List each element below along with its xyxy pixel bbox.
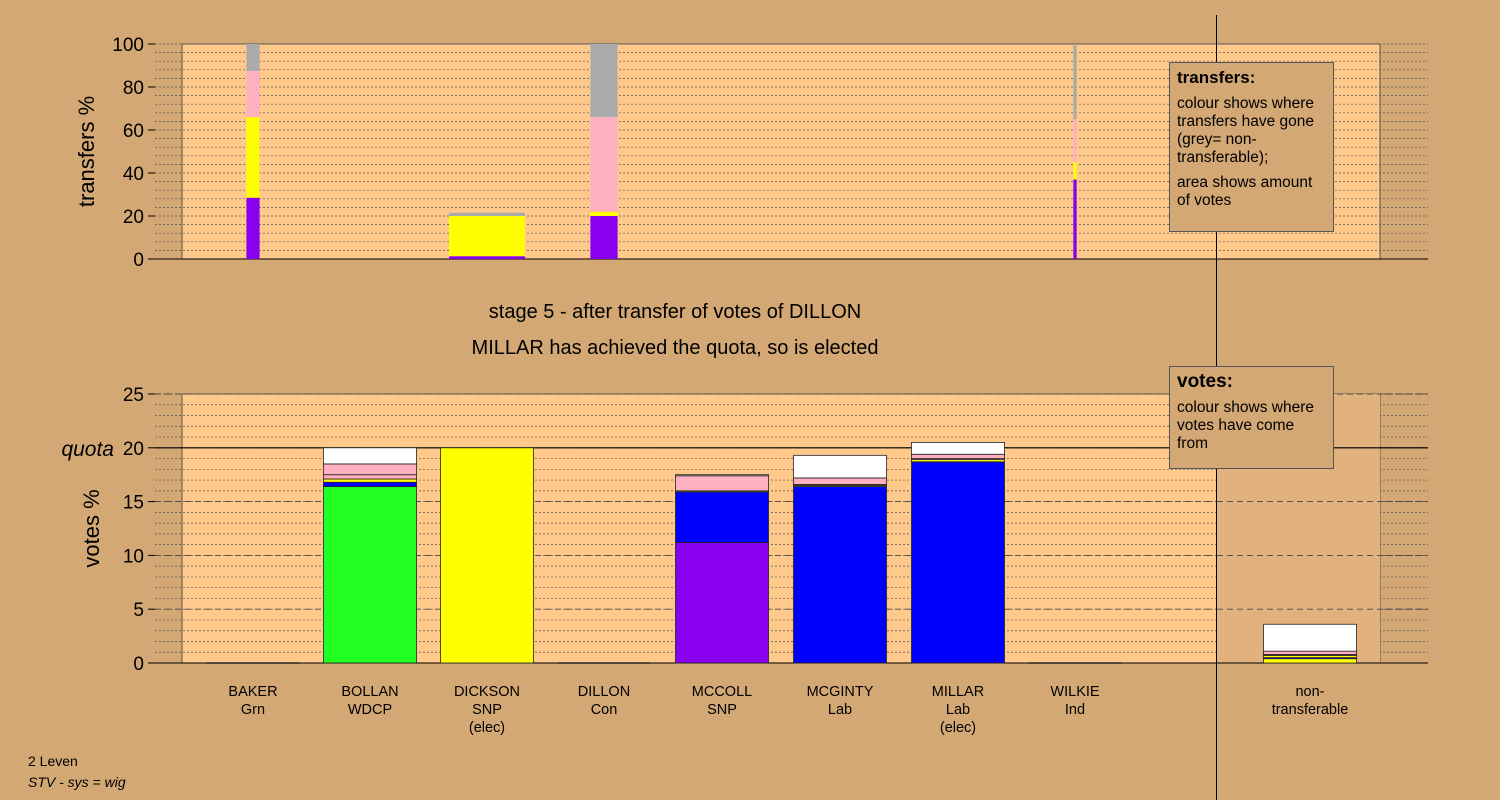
- transfer-segment-baker-nontransferable: [246, 44, 260, 71]
- vote-segment-mccoll-from-wilkie: [675, 474, 769, 477]
- x-label-party-0: Grn: [241, 702, 265, 718]
- vote-segment-mccoll-from-bollan: [675, 542, 769, 664]
- transfers-y-tick-label: 0: [133, 250, 144, 271]
- vote-segment-bollan-from-mccoll: [323, 478, 417, 483]
- x-label-name-5: MCGINTY: [807, 684, 874, 700]
- transfers-y-tick-label: 60: [123, 121, 144, 142]
- ward-label: 2 Leven: [28, 753, 78, 769]
- vote-segment-bollan-from-wilkie: [323, 447, 417, 465]
- x-label-name-3: DILLON: [578, 684, 630, 700]
- transfer-segment-dickson-nontransferable: [449, 212, 525, 216]
- votes-legend-title: votes:: [1177, 371, 1233, 392]
- vote-segment-bollan-from-dillon: [323, 481, 417, 487]
- votes-y-tick-label: 25: [123, 385, 144, 406]
- x-label-name-4: MCCOLL: [692, 684, 752, 700]
- transfer-segment-baker-snp: [246, 117, 260, 198]
- x-label-name-2: DICKSON: [454, 684, 520, 700]
- x-label-party-2: SNP: [472, 702, 502, 718]
- x-label-name-7: WILKIE: [1050, 684, 1099, 700]
- x-label-party-8: transferable: [1272, 702, 1349, 718]
- transfers-y-tick-label: 40: [123, 164, 144, 185]
- vote-segment-mcginty-from-wilkie: [793, 454, 887, 479]
- x-label-party-3: Con: [591, 702, 618, 718]
- transfers-y-tick-label: 20: [123, 207, 144, 228]
- stage-title: stage 5 - after transfer of votes of DIL…: [488, 301, 862, 323]
- vote-segment-millar-from-millar: [911, 453, 1005, 459]
- transfers-y-axis-label: transfers %: [74, 96, 99, 207]
- transfers-legend-title: transfers:: [1177, 68, 1256, 87]
- x-label-party-6: Lab: [946, 702, 970, 718]
- vote-segment-mcginty-from-dillon: [793, 486, 887, 664]
- votes-y-tick-label: 10: [123, 546, 144, 567]
- votes-y-axis-label: votes %: [79, 489, 104, 567]
- quota-label: quota: [61, 438, 114, 461]
- votes-y-tick-label: 20: [123, 439, 144, 460]
- transfer-segment-dillon-nontransferable: [590, 44, 618, 118]
- vote-segment-millar-from-wilkie: [911, 442, 1005, 455]
- transfer-segment-dillon-lab: [590, 117, 618, 212]
- vote-segment-bollan-from-millar: [323, 463, 417, 476]
- transfers-legend-colour-text: colour shows where transfers have gone (…: [1177, 95, 1315, 166]
- x-label-name-8: non-: [1295, 684, 1324, 700]
- vote-segment-mccoll-from-millar: [675, 475, 769, 492]
- votes-legend-colour-text: colour shows where votes have come from: [1177, 399, 1314, 452]
- votes-y-tick-label: 5: [133, 600, 144, 621]
- vote-segment-non--from-wilkie: [1263, 623, 1357, 652]
- transfer-segment-baker-lab: [246, 70, 260, 118]
- vote-segment-dickson-from-dickson: [440, 447, 534, 664]
- transfer-segment-dillon-snp: [590, 211, 618, 216]
- x-label-party-5: Lab: [828, 702, 852, 718]
- x-label-party-4: SNP: [707, 702, 737, 718]
- vote-segment-non--from-dickson: [1263, 658, 1357, 664]
- transfers-y-tick-label: 80: [123, 78, 144, 99]
- transfer-segment-wilkie-nontransferable: [1073, 44, 1077, 120]
- vote-segment-bollan-from-mcginty: [323, 474, 417, 480]
- transfer-segment-dickson-snp: [449, 216, 525, 257]
- x-label-party-7: Ind: [1065, 702, 1085, 718]
- vote-segment-non--from-millar: [1263, 650, 1357, 655]
- transfer-segment-wilkie-lab: [1073, 119, 1077, 163]
- x-label-name-0: BAKER: [228, 684, 277, 700]
- vote-segment-mcginty-from-millar: [793, 477, 887, 485]
- transfer-segment-dickson-wdcp: [449, 256, 525, 259]
- vote-segment-millar-from-dillon: [911, 461, 1005, 664]
- x-label-note-2: (elec): [469, 720, 505, 736]
- transfer-segment-dillon-wdcp: [590, 216, 618, 259]
- transfer-segment-wilkie-snp: [1073, 162, 1077, 180]
- x-label-note-6: (elec): [940, 720, 976, 736]
- votes-y-tick-label: 15: [123, 493, 144, 514]
- transfers-y-tick-label: 100: [112, 35, 144, 56]
- vote-segment-mccoll-from-dillon: [675, 491, 769, 543]
- x-label-name-1: BOLLAN: [341, 684, 398, 700]
- x-label-party-1: WDCP: [348, 702, 392, 718]
- stage-subtitle: MILLAR has achieved the quota, so is ele…: [471, 337, 879, 359]
- transfers-legend: transfers: colour shows where transfers …: [1169, 62, 1334, 232]
- transfer-segment-baker-wdcp: [246, 197, 260, 259]
- votes-legend: votes: colour shows where votes have com…: [1169, 366, 1334, 469]
- transfers-legend-area-text: area shows amount of votes: [1177, 174, 1313, 209]
- vote-segment-bollan-from-baker: [323, 486, 417, 664]
- votes-y-tick-label: 0: [133, 654, 144, 675]
- transfer-segment-wilkie-wdcp: [1073, 179, 1077, 259]
- x-label-name-6: MILLAR: [932, 684, 984, 700]
- system-label: STV - sys = wig: [28, 774, 126, 790]
